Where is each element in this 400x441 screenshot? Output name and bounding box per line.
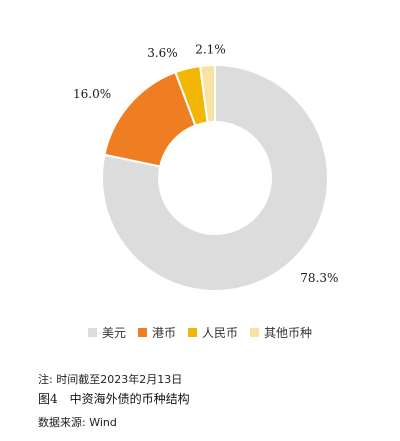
figure-title: 图4 中资海外债的币种结构 bbox=[38, 392, 190, 406]
donut-chart: 78.3% 16.0% 3.6% 2.1% bbox=[73, 42, 338, 292]
legend-label: 人民币 bbox=[202, 325, 239, 340]
data-label-港币: 16.0% bbox=[73, 87, 111, 101]
legend-label: 港币 bbox=[151, 325, 176, 340]
data-label-其他币种: 2.1% bbox=[195, 42, 226, 56]
legend-swatch bbox=[250, 327, 260, 337]
data-label-美元: 78.3% bbox=[300, 271, 338, 285]
legend-label: 美元 bbox=[101, 325, 126, 340]
data-label-人民币: 3.6% bbox=[147, 46, 178, 60]
legend-item-其他币种: 其他币种 bbox=[250, 322, 312, 342]
legend-swatch bbox=[87, 327, 97, 337]
slice-其他币种 bbox=[199, 63, 216, 124]
legend-item-美元: 美元 bbox=[87, 322, 126, 342]
chart-legend: 美元 港币 人民币 其他币种 bbox=[0, 322, 400, 342]
chart-note: 注: 时间截至2023年2月13日 bbox=[38, 373, 183, 386]
legend-label: 其他币种 bbox=[264, 325, 313, 340]
legend-swatch bbox=[188, 327, 197, 337]
legend-swatch bbox=[137, 327, 147, 337]
legend-item-人民币: 人民币 bbox=[188, 322, 238, 342]
data-source: 数据来源: Wind bbox=[38, 416, 117, 429]
legend-item-港币: 港币 bbox=[137, 322, 176, 342]
slice-美元 bbox=[101, 63, 329, 292]
